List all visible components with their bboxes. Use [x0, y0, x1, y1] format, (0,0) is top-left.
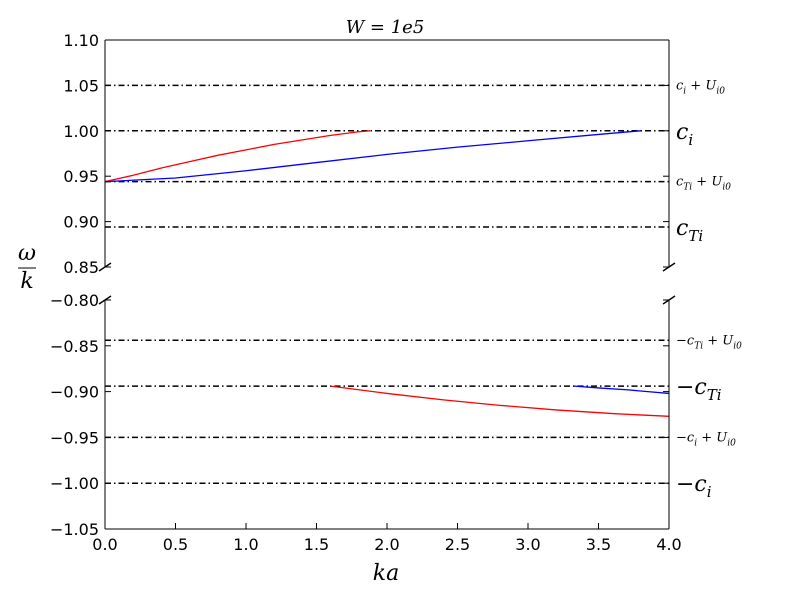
y-tick-label-lower-2: −0.95: [50, 428, 99, 447]
y-tick-label-lower-4: −0.85: [50, 337, 99, 356]
y-axis-label-numerator: ω: [18, 241, 36, 266]
title-eq: =: [364, 17, 391, 38]
y-axis-label-denominator: k: [20, 269, 33, 294]
reference-label-upper-0: ci + Ui0: [676, 78, 725, 96]
x-tick-label-5: 2.5: [445, 535, 470, 554]
y-tick-label-lower-3: −0.90: [50, 383, 99, 402]
axis-break-right-lower: [662, 295, 676, 305]
y-tick-label-upper-1: 0.90: [63, 213, 99, 232]
axis-break-left-lower: [98, 295, 112, 305]
series-line-lower-1: [574, 385, 670, 395]
y-tick-label-lower-5: −0.80: [50, 291, 99, 310]
title-rhs: 1e5: [391, 17, 425, 38]
x-tick-label-4: 2.0: [374, 535, 399, 554]
reference-label-lower-2: −ci + Ui0: [676, 430, 736, 448]
reference-label-lower-0: −cTi + Ui0: [676, 333, 742, 351]
series-line-upper-1: [104, 130, 641, 183]
x-tick-label-6: 3.0: [515, 535, 540, 554]
x-tick-label-1: 0.5: [163, 535, 188, 554]
y-tick-label-lower-1: −1.00: [50, 474, 99, 493]
x-axis-label: ka: [373, 561, 399, 586]
title-lhs: W: [346, 17, 366, 38]
y-tick-label-lower-0: −1.05: [50, 520, 99, 539]
y-axis-label: ω k: [18, 241, 36, 294]
axis-break-right-upper: [662, 262, 676, 272]
chart-title: W = 1e5: [346, 17, 425, 38]
plot-area: ci + Ui0 ci cTi + Ui0 cTi 0.85 0.90 0.95 1.00 1.…: [50, 31, 742, 554]
y-tick-label-upper-5: 1.10: [63, 31, 99, 50]
x-tick-label-3: 1.5: [304, 535, 329, 554]
x-tick-label-2: 1.0: [233, 535, 258, 554]
axis-break-left-upper: [98, 262, 112, 272]
panel-lower: −cTi + Ui0 −cTi −ci + Ui0 −ci −1.05 −1.00 −0.9…: [50, 291, 742, 539]
series-line-upper-0: [104, 130, 371, 183]
reference-label-lower-1: −cTi: [676, 375, 722, 404]
x-tick-label-7: 3.5: [586, 535, 611, 554]
y-tick-label-upper-2: 0.95: [63, 167, 99, 186]
panel-upper: ci + Ui0 ci cTi + Ui0 cTi 0.85 0.90 0.95 1.00 1.…: [63, 31, 731, 277]
reference-label-upper-3: cTi: [676, 216, 703, 245]
x-tick-label-0: 0.0: [92, 535, 117, 554]
y-tick-label-upper-4: 1.05: [63, 76, 99, 95]
y-tick-label-upper-0: 0.85: [63, 258, 99, 277]
reference-label-upper-1: ci: [676, 120, 693, 149]
series-line-lower-0: [330, 385, 670, 417]
reference-label-upper-2: cTi + Ui0: [676, 175, 731, 193]
reference-label-lower-3: −ci: [676, 472, 712, 501]
x-tick-label-8: 4.0: [656, 535, 681, 554]
y-tick-label-upper-3: 1.00: [63, 122, 99, 141]
